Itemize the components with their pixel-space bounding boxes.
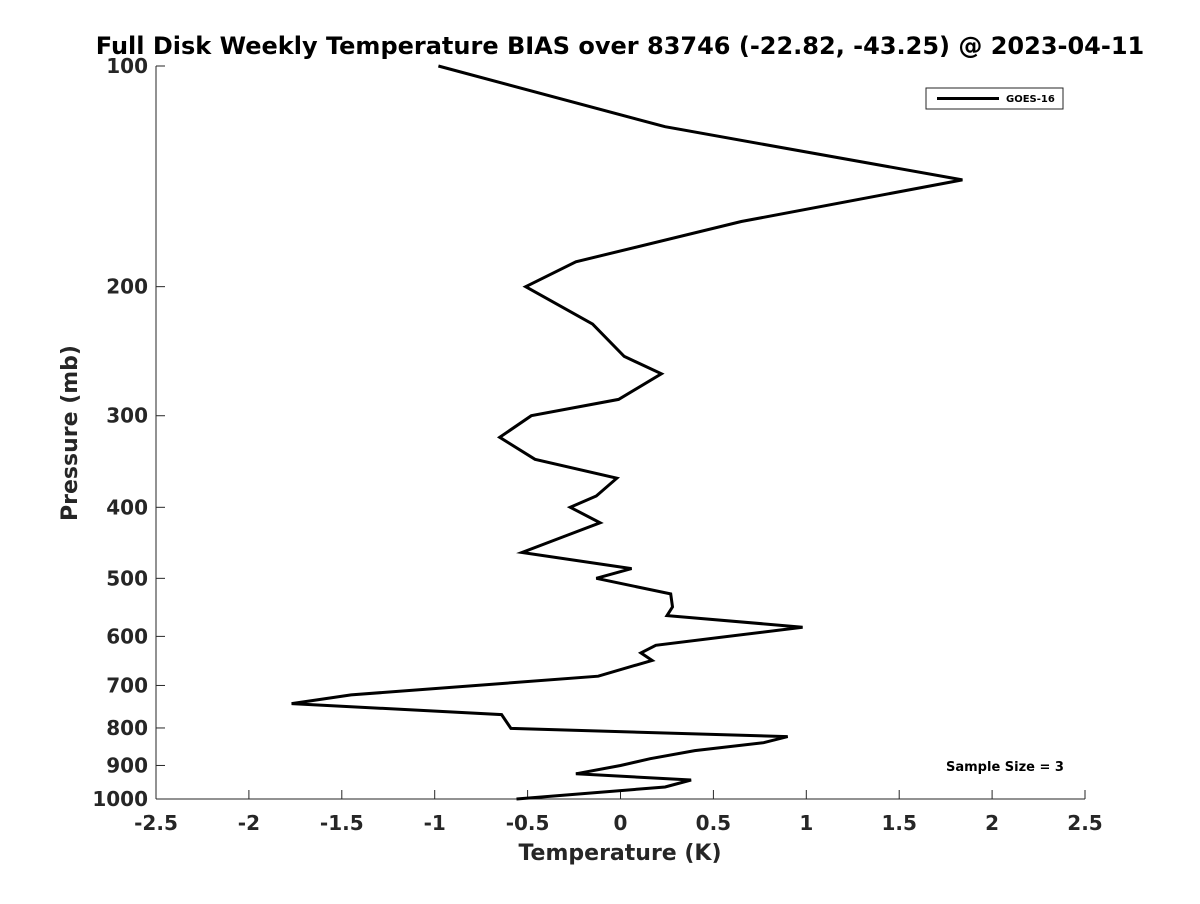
y-tick-label: 300 <box>106 404 148 428</box>
y-tick-label: 200 <box>106 275 148 299</box>
series-line-goes-16 <box>291 64 963 801</box>
y-tick-label: 500 <box>106 566 148 590</box>
x-tick-label: -1 <box>424 811 446 835</box>
legend-label-goes-16: GOES-16 <box>1006 94 1055 105</box>
x-tick-label: 0.5 <box>696 811 731 835</box>
x-tick-labels: -2.5 -2 -1.5 -1 -0.5 0 0.5 1 1.5 2 2.5 <box>134 811 1103 835</box>
y-tick-label: 400 <box>106 495 148 519</box>
series-layer <box>291 64 963 801</box>
x-tick-label: 2.5 <box>1067 811 1102 835</box>
y-tick-labels: 100 200 300 400 500 600 700 800 900 1000 <box>92 54 148 811</box>
x-axis-label: Temperature (K) <box>518 841 721 866</box>
tick-marks <box>155 65 1086 800</box>
x-tick-label: -2.5 <box>134 811 178 835</box>
chart-title: Full Disk Weekly Temperature BIAS over 8… <box>96 32 1144 60</box>
x-tick-label: 1 <box>799 811 813 835</box>
x-tick-label: -1.5 <box>320 811 364 835</box>
sample-size-annotation: Sample Size = 3 <box>946 760 1064 775</box>
axes-box <box>156 66 1085 799</box>
x-tick-label: -0.5 <box>506 811 550 835</box>
y-tick-label: 100 <box>106 54 148 78</box>
legend: GOES-16 <box>925 87 1064 110</box>
y-axis-label: Pressure (mb) <box>58 345 83 521</box>
y-tick-label: 1000 <box>92 787 148 811</box>
x-tick-label: 1.5 <box>881 811 916 835</box>
y-tick-label: 900 <box>106 753 148 777</box>
plot-area <box>155 64 1086 801</box>
y-tick-label: 600 <box>106 624 148 648</box>
y-tick-label: 700 <box>106 673 148 697</box>
x-tick-label: -2 <box>238 811 260 835</box>
x-tick-label: 2 <box>985 811 999 835</box>
y-tick-label: 800 <box>106 716 148 740</box>
x-tick-label: 0 <box>614 811 628 835</box>
